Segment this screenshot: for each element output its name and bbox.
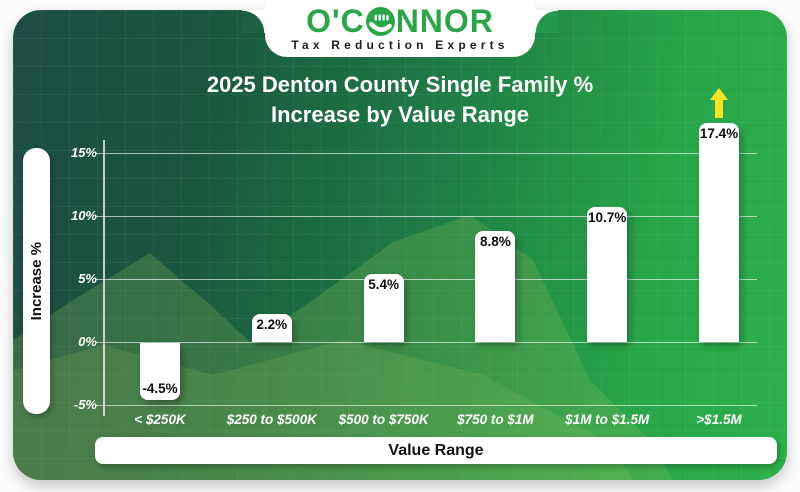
growth-arrow-icon bbox=[710, 87, 728, 118]
y-tick-label: 0% bbox=[78, 334, 97, 349]
y-tick-label: 10% bbox=[70, 208, 97, 223]
bar-value-label: -4.5% bbox=[142, 380, 178, 396]
chart-title-line2: Increase by Value Range bbox=[270, 102, 530, 127]
x-tick-label: $250 to $500K bbox=[226, 412, 317, 427]
chart-title-line1: 2025 Denton County Single Family % bbox=[206, 72, 594, 97]
y-tick-label: 5% bbox=[78, 271, 97, 286]
x-tick-label: < $250K bbox=[134, 412, 186, 427]
bar-value-label: 2.2% bbox=[256, 317, 288, 333]
bar-value-label: 5.4% bbox=[368, 276, 399, 292]
bar-value-label: 17.4% bbox=[699, 125, 739, 141]
oconnor-o-icon bbox=[365, 6, 395, 36]
x-tick-label: >$1.5M bbox=[696, 412, 742, 427]
bar: 17.4% bbox=[699, 122, 739, 342]
y-tick-label: -5% bbox=[73, 397, 97, 412]
y-tick-label: 15% bbox=[70, 145, 97, 160]
bar-value-label: 8.8% bbox=[480, 234, 511, 250]
bar: 5.4% bbox=[363, 273, 404, 342]
gridline bbox=[95, 342, 757, 343]
logo-text-right: NNOR bbox=[395, 3, 494, 39]
y-axis-line bbox=[103, 140, 105, 416]
gridline bbox=[95, 405, 757, 406]
logo-text-left: O'C bbox=[306, 3, 365, 39]
x-tick-label: $1M to $1.5M bbox=[565, 412, 650, 427]
x-tick-label: $500 to $750K bbox=[338, 412, 429, 427]
logo-panel: O'C NNOR Tax Reduction Experts bbox=[265, 0, 535, 57]
logo-tagline: Tax Reduction Experts bbox=[291, 38, 509, 52]
notch-fillet-right bbox=[535, 10, 558, 33]
y-axis-label-pill: Increase % bbox=[23, 148, 50, 414]
bar: 8.8% bbox=[475, 231, 516, 342]
gridline bbox=[95, 153, 757, 154]
bar-value-label: 10.7% bbox=[588, 210, 627, 226]
chart-card: 2025 Denton County Single Family % Incre… bbox=[13, 10, 787, 480]
chart-title: 2025 Denton County Single Family % Incre… bbox=[13, 70, 787, 130]
bar: -4.5% bbox=[140, 343, 180, 400]
x-axis-label-pill: Value Range bbox=[95, 437, 777, 464]
bar: 2.2% bbox=[251, 314, 292, 342]
gridline bbox=[95, 279, 757, 280]
plot-area: 15% 10% 5% 0% -5% -4.5% < $250K 2.2% $250 to $50… bbox=[13, 10, 787, 480]
gridline bbox=[95, 216, 757, 217]
notch-fillet-left bbox=[242, 10, 265, 33]
x-axis-label: Value Range bbox=[388, 441, 484, 459]
bar: 10.7% bbox=[587, 207, 628, 342]
oconnor-logo: O'C NNOR bbox=[306, 5, 494, 37]
x-tick-label: $750 to $1M bbox=[457, 412, 534, 427]
